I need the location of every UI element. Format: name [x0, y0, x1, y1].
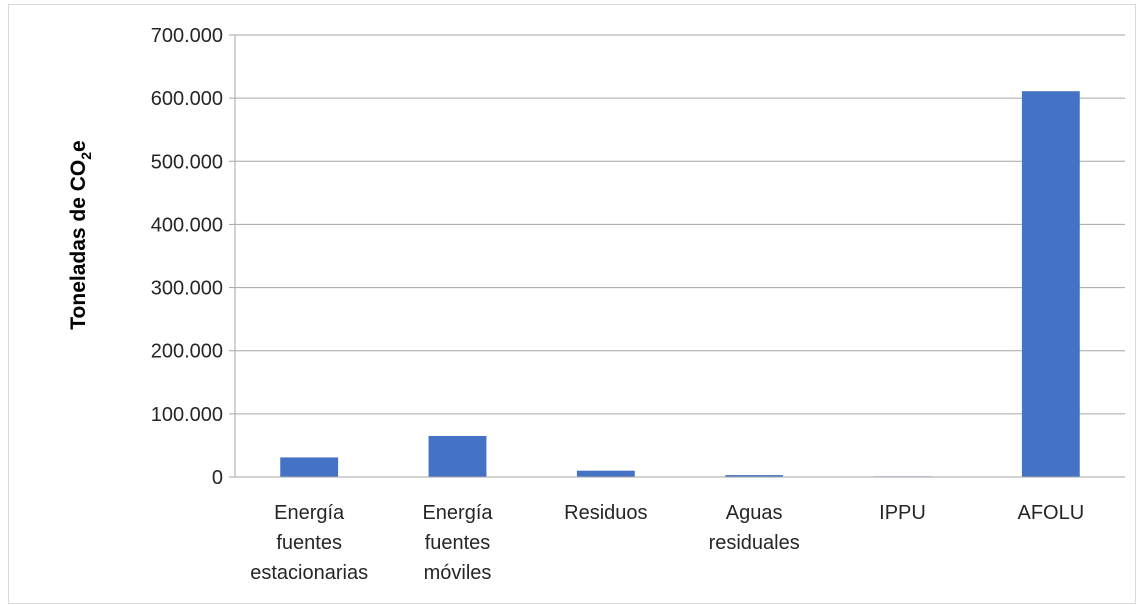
grid-lines — [229, 34, 1125, 478]
bar — [428, 435, 487, 477]
bar — [725, 475, 784, 477]
x-category-label-line: estacionarias — [250, 562, 368, 584]
x-category-label-line: fuentes — [425, 532, 491, 554]
bar — [576, 470, 635, 477]
x-category-label-line: residuales — [709, 532, 800, 554]
y-axis-label-main: Toneladas de CO — [67, 160, 90, 330]
x-category-label-line: móviles — [424, 562, 492, 584]
x-category-label: Energía fuentes móviles — [422, 502, 493, 584]
x-category-label: Energía fuentes estacionarias — [250, 502, 368, 584]
x-category-label-line: Energía — [422, 502, 493, 524]
bar — [280, 457, 339, 477]
y-axis-label-subscript: 2 — [78, 152, 94, 160]
x-category-label: Aguas residuales — [709, 502, 800, 554]
bar-chart: 0 100.000 200.000 300.000 400.000 500.000 600.… — [67, 25, 1125, 584]
x-category-label-line: Aguas — [726, 502, 783, 524]
y-tick-label: 300.000 — [151, 278, 223, 300]
x-category-label: Residuos — [564, 502, 647, 524]
y-tick-labels: 0 100.000 200.000 300.000 400.000 500.000 600.… — [151, 25, 223, 489]
y-tick-label: 0 — [212, 467, 223, 489]
axes — [229, 35, 1125, 478]
y-tick-label: 600.000 — [151, 88, 223, 110]
y-tick-label: 200.000 — [151, 341, 223, 363]
y-tick-label: 700.000 — [151, 25, 223, 47]
x-category-labels: Energía fuentes estacionarias Energía fuente… — [250, 502, 1084, 584]
y-axis-label-end: e — [67, 140, 90, 152]
y-tick-label: 500.000 — [151, 151, 223, 173]
x-category-label: AFOLU — [1017, 502, 1084, 524]
x-category-label-line: AFOLU — [1017, 502, 1084, 524]
chart-frame: 0 100.000 200.000 300.000 400.000 500.000 600.… — [8, 4, 1136, 604]
y-tick-label: 400.000 — [151, 214, 223, 236]
y-axis-label: Toneladas de CO2e — [67, 140, 94, 329]
bars — [280, 91, 1080, 477]
x-category-label-line: fuentes — [276, 532, 342, 554]
x-category-label-line: Residuos — [564, 502, 647, 524]
y-tick-label: 100.000 — [151, 404, 223, 426]
x-category-label-line: IPPU — [879, 502, 926, 524]
x-category-label: IPPU — [879, 502, 926, 524]
x-category-label-line: Energía — [274, 502, 345, 524]
bar — [1021, 91, 1080, 477]
